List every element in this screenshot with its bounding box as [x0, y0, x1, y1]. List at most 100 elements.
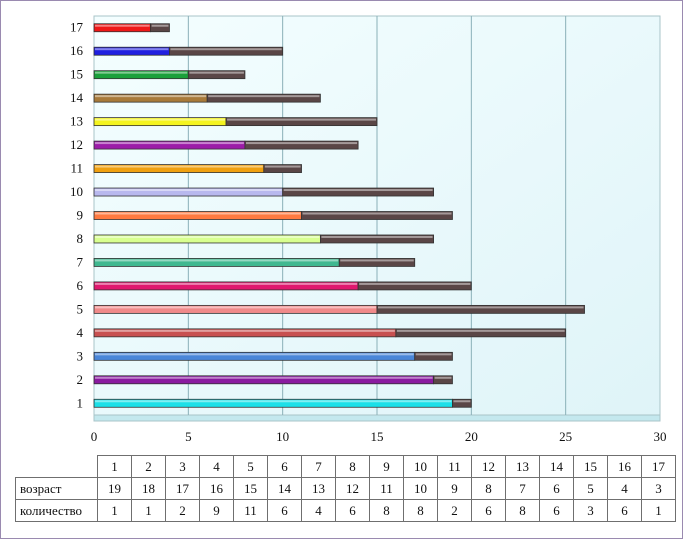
- table-cell: 6: [539, 499, 574, 522]
- y-tick-label: 11: [70, 161, 83, 176]
- table-cell: 14: [267, 477, 302, 500]
- table-cell: 11: [233, 499, 268, 522]
- table-cell: 6: [539, 477, 574, 500]
- table-header-cell: 15: [573, 455, 608, 478]
- bar-age: [93, 70, 189, 80]
- table-row-age: возраст 19 18 17 16 15 14 13 12 11 10 9 8 7 6 5 4 3: [15, 477, 676, 500]
- table-cell: 16: [199, 477, 234, 500]
- bar-count: [452, 398, 472, 408]
- table-cell: 15: [233, 477, 268, 500]
- table-cell: 6: [335, 499, 370, 522]
- data-table: 1 2 3 4 5 6 7 8 9 10 11 12 13 14 15 16 17 возраст 19 18 17…: [15, 455, 676, 522]
- y-tick-label: 14: [70, 90, 84, 105]
- table-cell: 1: [97, 499, 132, 522]
- y-tick-label: 8: [77, 231, 84, 246]
- bar-age: [93, 46, 170, 56]
- table-cell: 10: [403, 477, 438, 500]
- bar-age: [93, 117, 227, 127]
- bar-age: [93, 258, 340, 267]
- table-header-cell: 16: [607, 455, 642, 478]
- x-tick-label: 15: [371, 429, 384, 444]
- y-tick-label: 3: [77, 348, 84, 363]
- table-cell: 8: [403, 499, 438, 522]
- y-tick-label: 13: [70, 114, 83, 129]
- table-header-cell: 6: [267, 455, 302, 478]
- y-tick-label: 10: [70, 184, 83, 199]
- bar-count: [301, 211, 453, 220]
- table-header-cell: 5: [233, 455, 268, 478]
- bar-age: [93, 281, 359, 291]
- table-cell: 9: [199, 499, 234, 522]
- bar-age: [93, 93, 208, 103]
- table-cell: 8: [369, 499, 404, 522]
- bar-count: [395, 328, 567, 338]
- table-header-cell: 11: [437, 455, 472, 478]
- table-cell: 5: [573, 477, 608, 500]
- table-cell: 13: [301, 477, 336, 500]
- bar-count: [225, 117, 378, 127]
- table-cell: 17: [165, 477, 200, 500]
- table-cell: 8: [471, 477, 506, 500]
- bar-count: [414, 351, 453, 361]
- y-tick-label: 9: [77, 208, 84, 223]
- bar-age: [93, 164, 265, 173]
- bar-count: [319, 234, 434, 244]
- row-label-count: количество: [15, 499, 98, 522]
- table-cell: 12: [335, 477, 370, 500]
- y-tick-label: 5: [77, 301, 84, 316]
- bar-age: [93, 398, 453, 408]
- table-cell: 3: [573, 499, 608, 522]
- bar-age: [93, 234, 321, 244]
- bar-age: [93, 140, 246, 150]
- bar-age: [93, 328, 397, 338]
- table-header-cell: 14: [539, 455, 574, 478]
- y-tick-label: 4: [77, 325, 84, 340]
- table-cell: 3: [641, 477, 676, 500]
- table-cell: 2: [437, 499, 472, 522]
- table-header-cell: 9: [369, 455, 404, 478]
- y-tick-label: 6: [77, 278, 84, 293]
- x-tick-label: 10: [276, 429, 289, 444]
- bar-count: [169, 46, 284, 56]
- table-header-cell: 12: [471, 455, 506, 478]
- y-tick-label: 7: [77, 254, 84, 269]
- bar-age: [93, 187, 284, 197]
- bar-count: [376, 304, 585, 314]
- table-header-cell: 1: [97, 455, 132, 478]
- table-header-cell: 2: [131, 455, 166, 478]
- bar-age: [93, 211, 302, 220]
- y-tick-label: 2: [77, 372, 84, 387]
- table-cell: 18: [131, 477, 166, 500]
- table-header-cell: 4: [199, 455, 234, 478]
- bar-age: [93, 304, 378, 314]
- table-cell: 11: [369, 477, 404, 500]
- table-cell: 8: [505, 499, 540, 522]
- y-tick-label: 1: [77, 395, 84, 410]
- x-tick-label: 0: [91, 429, 98, 444]
- table-header-row: 1 2 3 4 5 6 7 8 9 10 11 12 13 14 15 16 17: [15, 455, 676, 478]
- y-tick-label: 15: [70, 67, 83, 82]
- bar-count: [433, 375, 453, 385]
- table-cell: 2: [165, 499, 200, 522]
- table-header-cell: 8: [335, 455, 370, 478]
- table-cell: 4: [301, 499, 336, 522]
- x-tick-label: 5: [185, 429, 192, 444]
- bar-age: [93, 375, 435, 385]
- table-header-cell: 3: [165, 455, 200, 478]
- bar-age: [93, 23, 151, 33]
- x-tick-label: 20: [465, 429, 478, 444]
- bars: [93, 23, 585, 408]
- bar-count: [357, 281, 472, 291]
- table-cell: 6: [471, 499, 506, 522]
- bar-count: [187, 70, 246, 80]
- y-tick-label: 12: [70, 137, 83, 152]
- bar-count: [150, 23, 170, 33]
- x-tick-label: 25: [559, 429, 572, 444]
- bar-count: [244, 140, 359, 150]
- table-corner: [15, 455, 98, 478]
- table-cell: 1: [641, 499, 676, 522]
- bar-count: [338, 258, 416, 267]
